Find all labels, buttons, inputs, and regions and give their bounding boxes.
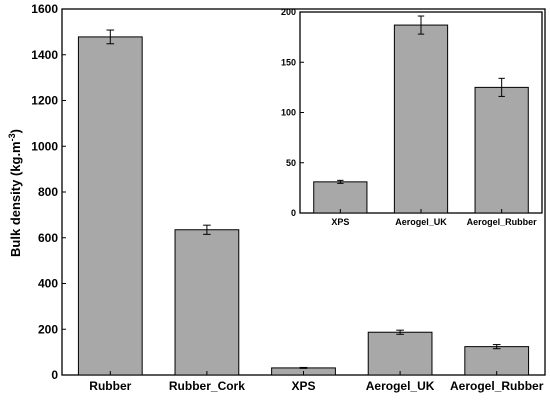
y-axis-label-close: ) [8,129,23,133]
main-ytick-label: 400 [38,277,58,291]
main-xtick-label: Rubber_Cork [169,379,245,393]
inset-bar [393,24,449,214]
main-xtick-label: Rubber [89,379,131,393]
inset-xtick-label: XPS [331,217,349,227]
main-ytick-label: 0 [51,368,58,382]
main-bar [77,36,143,376]
y-axis-label-text: Bulk density (kg.m [8,141,23,257]
main-ytick-label: 1200 [31,94,58,108]
main-xtick-label: Aerogel_Rubber [450,379,544,393]
main-ytick-label: 1600 [31,2,58,16]
y-axis-label-superscript: -3 [7,133,17,141]
inset-ytick-label: 50 [286,158,296,168]
inset-bar [474,86,529,214]
main-xtick-label: Aerogel_UK [366,379,435,393]
inset-xtick-label: Aerogel_UK [395,217,447,227]
main-ytick-label: 200 [38,322,58,336]
inset-bar [313,181,368,214]
inset-chart: 0 50 100 150 200 XPS Aerogel_UK Aerogel_Rubber [281,7,543,227]
inset-xtick-label: Aerogel_Rubber [467,217,538,227]
main-ytick-label: 1400 [31,48,58,62]
main-ytick-label: 600 [38,231,58,245]
main-bar [174,229,240,376]
inset-ytick-label: 200 [281,7,296,17]
main-bar [367,331,433,376]
main-xtick-label: XPS [291,379,315,393]
main-ytick-label: 1000 [31,139,58,153]
inset-ytick-label: 100 [281,108,296,118]
main-ytick-label: 800 [38,185,58,199]
main-bar [464,346,530,376]
inset-ytick-label: 150 [281,57,296,67]
inset-ytick-label: 0 [291,208,296,218]
y-axis-label: Bulk density (kg.m-3) [7,129,23,257]
